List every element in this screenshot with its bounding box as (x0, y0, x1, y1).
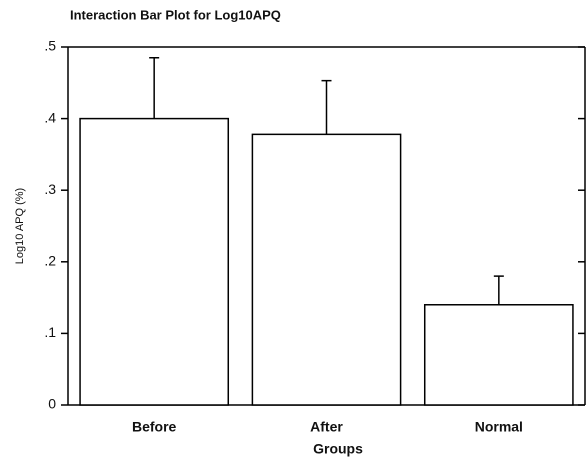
y-tick-label: .4 (44, 109, 56, 125)
y-tick-label: 0 (48, 396, 56, 412)
x-axis-label: Groups (313, 441, 363, 457)
x-tick-label: After (310, 419, 343, 435)
y-tick-label: .5 (44, 38, 56, 54)
y-tick-label: .1 (44, 324, 56, 340)
bar (251, 133, 402, 406)
y-tick-label: .2 (44, 253, 56, 269)
y-tick-label: .3 (44, 181, 56, 197)
x-tick-label: Before (132, 419, 177, 435)
y-axis-label: Log10 APQ (%) (14, 188, 26, 264)
bar (79, 117, 230, 406)
chart-title: Interaction Bar Plot for Log10APQ (70, 7, 281, 22)
x-tick-label: Normal (475, 419, 523, 435)
bar (423, 304, 574, 406)
